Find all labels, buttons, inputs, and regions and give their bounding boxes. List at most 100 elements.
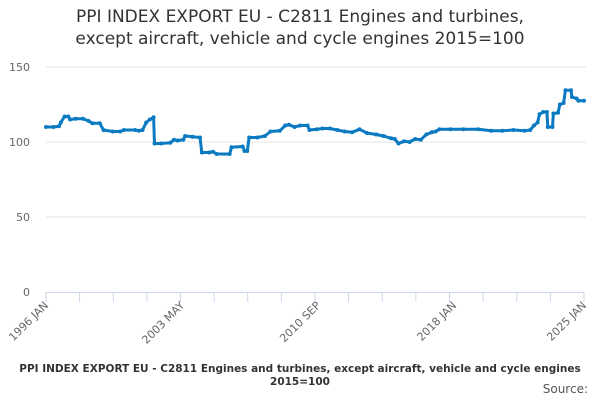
data-point bbox=[199, 150, 204, 155]
data-point bbox=[152, 141, 157, 146]
data-point bbox=[305, 123, 310, 128]
data-point bbox=[110, 129, 115, 134]
data-point bbox=[545, 125, 550, 129]
data-point bbox=[210, 149, 215, 154]
data-point bbox=[81, 116, 86, 121]
data-point bbox=[476, 127, 481, 132]
data-point bbox=[181, 137, 186, 142]
data-point bbox=[277, 128, 282, 133]
line-chart: 0 50 100 150 1996 JAN 2003 MAY 2010 SEP 2018 JA… bbox=[6, 61, 589, 347]
data-point bbox=[168, 140, 173, 145]
data-point bbox=[418, 137, 423, 142]
data-point bbox=[118, 129, 123, 134]
data-point bbox=[582, 98, 586, 103]
data-point bbox=[364, 131, 369, 135]
x-tick-label: 1996 JAN bbox=[6, 299, 51, 344]
data-point bbox=[557, 102, 562, 107]
x-tick-label: 2018 JAN bbox=[415, 299, 460, 344]
data-point bbox=[424, 132, 429, 137]
data-point bbox=[541, 110, 546, 114]
data-point bbox=[531, 123, 536, 128]
data-point bbox=[151, 115, 156, 120]
data-point bbox=[402, 139, 407, 144]
data-point bbox=[327, 126, 332, 131]
data-point bbox=[461, 127, 466, 132]
data-point bbox=[550, 125, 555, 129]
data-point bbox=[342, 129, 347, 134]
data-point bbox=[350, 130, 355, 135]
data-point bbox=[528, 128, 533, 132]
data-point bbox=[44, 125, 48, 129]
data-point bbox=[66, 114, 71, 119]
y-tick-label: 150 bbox=[9, 61, 30, 74]
data-point bbox=[255, 135, 260, 140]
data-point bbox=[381, 134, 386, 138]
x-tick-label: 2003 MAY bbox=[139, 299, 187, 347]
data-point bbox=[522, 128, 527, 133]
data-point bbox=[357, 127, 362, 132]
data-point bbox=[374, 132, 379, 137]
data-point bbox=[262, 134, 267, 138]
data-point bbox=[68, 117, 73, 122]
data-point bbox=[147, 117, 152, 122]
data-point bbox=[159, 141, 164, 146]
data-point bbox=[314, 127, 319, 132]
data-point bbox=[433, 129, 438, 134]
data-point bbox=[563, 88, 568, 93]
series-caption: PPI INDEX EXPORT EU - C2811 Engines and … bbox=[19, 363, 581, 388]
data-point bbox=[121, 128, 126, 132]
data-point bbox=[58, 120, 63, 125]
data-point bbox=[437, 127, 442, 132]
chart-title-line-2: except aircraft, vehicle and cycle engin… bbox=[75, 29, 525, 49]
chart-title: PPI INDEX EXPORT EU - C2811 Engines and … bbox=[0, 6, 600, 50]
data-point bbox=[320, 126, 325, 131]
data-point bbox=[307, 128, 312, 132]
y-tick-label: 0 bbox=[23, 286, 30, 299]
data-point bbox=[190, 134, 195, 139]
data-point bbox=[214, 152, 219, 156]
data-point bbox=[535, 120, 540, 125]
data-point bbox=[429, 130, 434, 135]
data-point bbox=[86, 119, 91, 123]
data-point bbox=[576, 98, 581, 103]
x-tick-label: 2010 SEP bbox=[277, 299, 323, 345]
data-point bbox=[245, 149, 250, 153]
data-point bbox=[207, 150, 212, 155]
data-point bbox=[448, 127, 453, 132]
data-point bbox=[392, 137, 397, 141]
data-point bbox=[283, 123, 288, 128]
source-label: Source: bbox=[542, 382, 588, 396]
data-point bbox=[268, 129, 273, 134]
data-point bbox=[90, 121, 95, 126]
data-point bbox=[287, 122, 292, 127]
y-tick-label: 100 bbox=[9, 136, 30, 149]
data-point bbox=[240, 144, 245, 149]
data-point bbox=[136, 128, 141, 133]
data-point bbox=[73, 116, 78, 121]
data-point bbox=[537, 112, 542, 117]
data-point bbox=[51, 125, 56, 129]
data-point bbox=[298, 123, 303, 128]
data-point bbox=[56, 124, 61, 129]
chart-title-line-1: PPI INDEX EXPORT EU - C2811 Engines and … bbox=[76, 7, 524, 27]
data-point bbox=[551, 111, 556, 116]
data-point bbox=[489, 128, 494, 133]
data-point bbox=[413, 137, 418, 141]
data-point bbox=[247, 135, 252, 140]
x-tick-label: 2025 JAN bbox=[544, 299, 589, 344]
data-point bbox=[183, 134, 188, 138]
data-point bbox=[396, 141, 401, 146]
data-point bbox=[197, 135, 202, 140]
data-point bbox=[227, 152, 232, 156]
data-point bbox=[511, 128, 516, 132]
data-point bbox=[389, 136, 394, 141]
data-point bbox=[140, 128, 145, 132]
data-point bbox=[62, 114, 67, 119]
data-point bbox=[335, 128, 340, 132]
data-point bbox=[97, 121, 102, 126]
data-point bbox=[544, 110, 549, 114]
data-point bbox=[242, 149, 247, 153]
data-point bbox=[175, 138, 180, 143]
data-point bbox=[569, 95, 574, 99]
series-line bbox=[44, 88, 586, 156]
